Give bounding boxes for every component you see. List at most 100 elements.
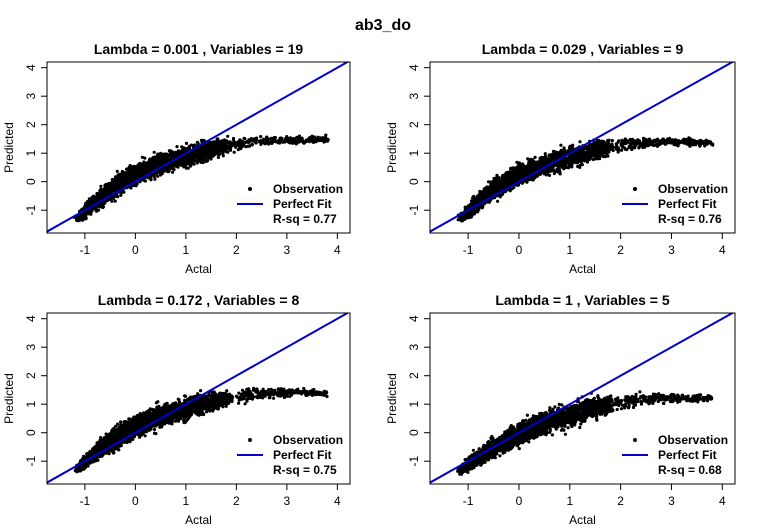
observation-point — [153, 177, 157, 181]
observation-point — [567, 162, 572, 167]
observation-point — [129, 186, 133, 190]
observation-point — [102, 201, 107, 205]
observation-point — [152, 162, 156, 166]
y-tick-label: -1 — [24, 205, 38, 216]
observation-point — [150, 166, 154, 170]
observation-point — [560, 165, 564, 169]
observation-point — [124, 172, 128, 177]
observation-point — [247, 140, 251, 144]
observation-point — [585, 144, 589, 149]
observation-point — [321, 136, 325, 140]
observation-point — [236, 148, 240, 152]
observation-point — [229, 145, 233, 149]
observation-point — [232, 138, 236, 143]
observation-point — [563, 150, 567, 154]
observation-point — [161, 159, 166, 163]
observation-point — [526, 157, 530, 161]
observation-point — [185, 161, 190, 165]
observation-point — [518, 168, 523, 172]
figure-title: ab3_do — [355, 17, 411, 34]
observation-point — [261, 140, 265, 144]
observation-point — [204, 146, 208, 150]
observation-point — [249, 137, 253, 142]
y-tick-label: 0 — [24, 178, 38, 185]
observation-point — [297, 134, 301, 138]
observation-point — [523, 172, 528, 176]
observation-point — [113, 187, 117, 192]
observation-point — [171, 170, 175, 174]
x-axis-label: Actal — [185, 262, 212, 276]
observation-point — [597, 141, 601, 145]
observation-point — [568, 148, 572, 152]
observation-point — [529, 157, 533, 161]
observation-point — [122, 178, 127, 182]
observation-point — [307, 137, 311, 141]
observation-points — [72, 133, 330, 223]
observation-point — [567, 166, 571, 170]
observation-point — [481, 205, 485, 209]
observation-point — [143, 156, 147, 160]
observation-point — [586, 155, 590, 159]
observation-point — [186, 158, 190, 162]
observation-point — [184, 141, 189, 145]
observation-point — [551, 168, 555, 172]
observation-point — [592, 152, 597, 156]
observation-point — [183, 162, 187, 166]
observation-point — [255, 136, 259, 140]
observation-point — [98, 189, 102, 193]
observation-point — [221, 154, 225, 158]
observation-point — [521, 162, 525, 166]
observation-point — [141, 168, 145, 173]
y-tick-label: 4 — [24, 64, 38, 71]
x-tick-label: 3 — [284, 243, 291, 257]
observation-point — [135, 168, 139, 172]
observation-point — [270, 140, 274, 144]
observation-point — [571, 146, 575, 151]
observation-point — [172, 161, 176, 165]
observation-point — [225, 141, 229, 145]
observation-point — [578, 140, 582, 144]
observation-point — [518, 165, 523, 169]
observation-point — [582, 147, 586, 151]
observation-point — [226, 134, 230, 138]
observation-point — [543, 152, 547, 156]
observation-point — [117, 175, 121, 179]
observation-point — [492, 176, 496, 181]
observation-point — [128, 169, 132, 173]
observation-point — [517, 183, 521, 187]
observation-point — [495, 176, 499, 180]
legend-observation-marker — [248, 187, 252, 191]
observation-point — [165, 154, 169, 158]
observation-point — [569, 156, 573, 160]
observation-point — [258, 139, 262, 143]
observation-point — [323, 139, 328, 143]
observation-point — [460, 215, 464, 219]
observation-point — [514, 166, 518, 170]
observation-point — [83, 212, 87, 216]
observation-point — [557, 153, 561, 157]
observation-point — [219, 148, 224, 152]
x-tick-label: 0 — [132, 243, 139, 257]
legend-perfect-fit-label: Perfect Fit — [273, 197, 332, 211]
observation-point — [87, 209, 91, 213]
observation-point — [207, 142, 211, 146]
observation-point — [553, 152, 558, 156]
observation-point — [152, 150, 156, 154]
x-tick-label: -1 — [80, 243, 91, 257]
observation-point — [219, 145, 223, 149]
observation-point — [90, 195, 94, 199]
observation-point — [588, 157, 592, 161]
observation-point — [120, 171, 124, 175]
observation-point — [152, 174, 156, 179]
observation-point — [90, 199, 95, 203]
observation-point — [319, 138, 323, 143]
observation-point — [156, 161, 160, 165]
y-tick-label: 2 — [24, 121, 38, 128]
observation-point — [192, 162, 196, 166]
observation-point — [171, 154, 176, 158]
observation-point — [557, 163, 561, 167]
observation-point — [226, 150, 230, 154]
observation-point — [181, 156, 185, 160]
observation-point — [140, 155, 144, 159]
